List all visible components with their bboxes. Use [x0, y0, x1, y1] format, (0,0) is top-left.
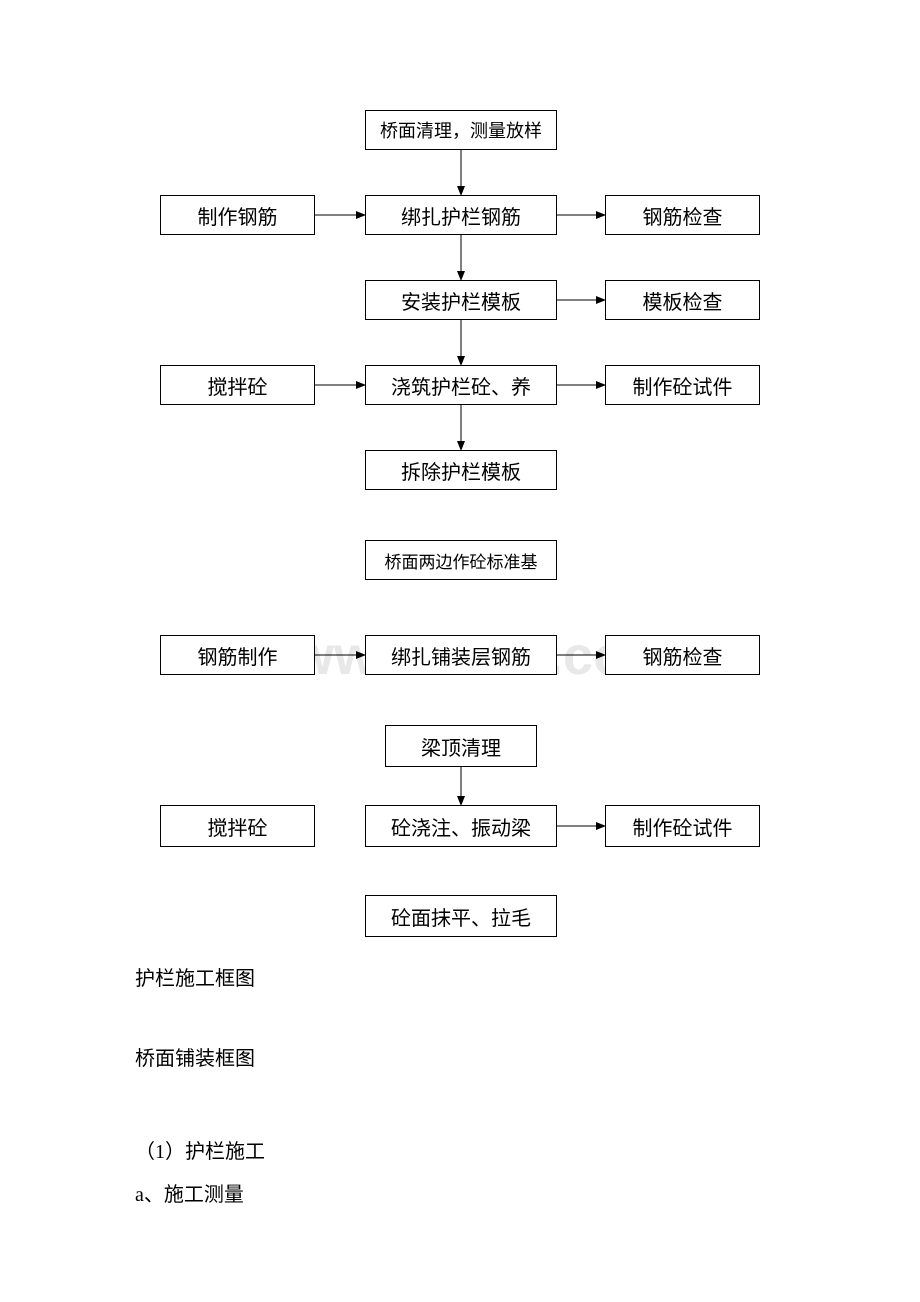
node-label: 制作砼试件 [633, 371, 733, 400]
node-label: 钢筋检查 [643, 641, 723, 670]
node-label: 钢筋检查 [643, 201, 723, 230]
flowchart-node-m2: 绑扎铺装层钢筋 [365, 635, 557, 675]
flowchart-node-m1: 桥面两边作砼标准基 [365, 540, 557, 580]
flowchart-node-n5: 拆除护栏模板 [365, 450, 557, 490]
flowchart-node-m4_left: 搅拌砼 [160, 805, 315, 847]
caption-c2: 桥面铺装框图 [135, 1042, 255, 1071]
node-label: 搅拌砼 [208, 371, 268, 400]
flowchart-node-n1: 桥面清理，测量放样 [365, 110, 557, 150]
flowchart-node-n3_right: 模板检查 [605, 280, 760, 320]
flowchart-node-n2_right: 钢筋检查 [605, 195, 760, 235]
flowchart-node-m5: 砼面抹平、拉毛 [365, 895, 557, 937]
caption-c3: （1）护栏施工 [135, 1135, 265, 1164]
node-label: 模板检查 [643, 286, 723, 315]
flowchart-node-m3: 梁顶清理 [385, 725, 537, 767]
node-label: 搅拌砼 [208, 812, 268, 841]
node-label: 拆除护栏模板 [401, 456, 521, 485]
node-label: 安装护栏模板 [401, 286, 521, 315]
flowchart-node-n4: 浇筑护栏砼、养 [365, 365, 557, 405]
flowchart-node-m2_left: 钢筋制作 [160, 635, 315, 675]
flowchart-node-m4_right: 制作砼试件 [605, 805, 760, 847]
flowchart-node-m4: 砼浇注、振动梁 [365, 805, 557, 847]
flowchart-node-n4_left: 搅拌砼 [160, 365, 315, 405]
flowchart-node-n4_right: 制作砼试件 [605, 365, 760, 405]
node-label: 梁顶清理 [421, 732, 501, 761]
node-label: 制作砼试件 [633, 812, 733, 841]
flowchart-node-n2_left: 制作钢筋 [160, 195, 315, 235]
node-label: 绑扎铺装层钢筋 [391, 641, 531, 670]
node-label: 砼浇注、振动梁 [391, 812, 531, 841]
caption-c1: 护栏施工框图 [135, 962, 255, 991]
flowchart-node-n3: 安装护栏模板 [365, 280, 557, 320]
flowchart-node-n2: 绑扎护栏钢筋 [365, 195, 557, 235]
node-label: 钢筋制作 [198, 641, 278, 670]
node-label: 砼面抹平、拉毛 [391, 902, 531, 931]
node-label: 绑扎护栏钢筋 [401, 201, 521, 230]
caption-c4: a、施工测量 [135, 1178, 244, 1207]
node-label: 制作钢筋 [198, 201, 278, 230]
flowchart-node-m2_right: 钢筋检查 [605, 635, 760, 675]
node-label: 桥面两边作砼标准基 [385, 548, 538, 573]
node-label: 桥面清理，测量放样 [380, 117, 542, 143]
node-label: 浇筑护栏砼、养 [391, 371, 531, 400]
